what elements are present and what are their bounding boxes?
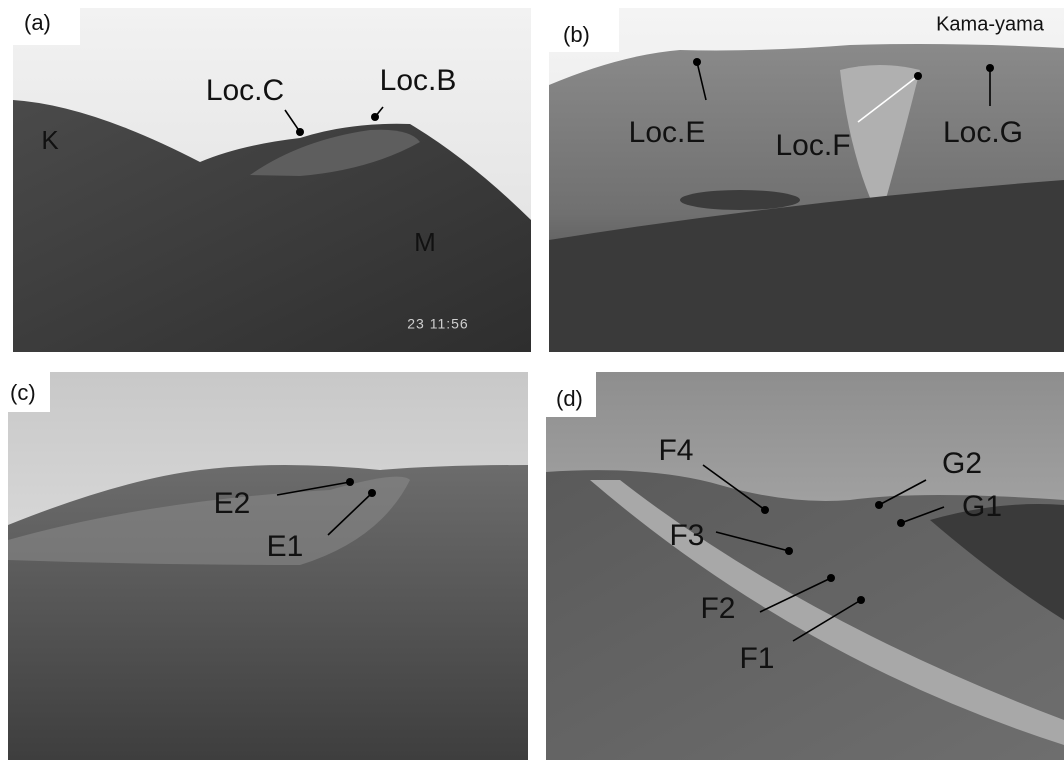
annotation: F3	[669, 519, 704, 552]
annotation: Kama-yama	[936, 13, 1045, 35]
annotation: Loc.C	[206, 74, 284, 107]
marker-dot	[897, 519, 905, 527]
marker-dot	[785, 547, 793, 555]
annotation: Loc.B	[380, 64, 457, 97]
annotation: G1	[962, 490, 1002, 523]
annotation: K	[41, 125, 59, 155]
panel-label: (b)	[563, 22, 590, 47]
marker-dot	[875, 501, 883, 509]
panel-c: (c) E2 E1	[0, 372, 528, 760]
marker-dot	[857, 596, 865, 604]
annotation: F4	[658, 434, 693, 467]
panel-a: (a) Loc.C Loc.B K M 23 11:56	[0, 0, 531, 352]
annotation: Loc.E	[629, 116, 706, 149]
annotation: F2	[700, 592, 735, 625]
panel-label: (a)	[24, 10, 51, 35]
annotation: E1	[267, 530, 304, 563]
marker-dot	[346, 478, 354, 486]
annotation: M	[414, 227, 436, 257]
marker-dot	[693, 58, 701, 66]
marker-dot	[371, 113, 379, 121]
panel-b: (b) Kama-yama Loc.E Loc.F Loc.G	[549, 0, 1064, 352]
figure: (a) Loc.C Loc.B K M 23 11:56 (b) Kama-ya…	[0, 0, 1064, 760]
marker-dot	[296, 128, 304, 136]
annotation: E2	[214, 487, 251, 520]
marker-dot	[986, 64, 994, 72]
annotation: F1	[739, 642, 774, 675]
marker-dot	[914, 72, 922, 80]
annotation: Loc.F	[775, 129, 850, 162]
marker-dot	[368, 489, 376, 497]
annotation: G2	[942, 447, 982, 480]
panel-label: (c)	[10, 380, 36, 405]
annotation: Loc.G	[943, 116, 1023, 149]
shadow	[680, 190, 800, 210]
panel-label: (d)	[556, 386, 583, 411]
marker-dot	[827, 574, 835, 582]
marker-dot	[761, 506, 769, 514]
panel-d: (d) F4 G2 G1 F3 F2 F1	[546, 372, 1064, 760]
timestamp: 23 11:56	[407, 316, 468, 332]
